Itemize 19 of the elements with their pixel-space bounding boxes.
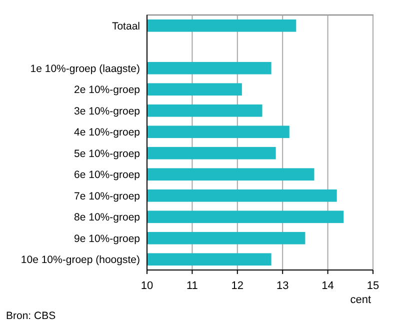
y-tick-label: 8e 10%-groep (74, 212, 140, 224)
y-tick-label: 4e 10%-groep (74, 126, 140, 139)
x-tick-label: 13 (276, 280, 289, 292)
y-tick-label: 10e 10%-groep (hoogste) (20, 254, 140, 266)
y-tick-label: 7e 10%-groep (74, 190, 140, 202)
y-tick-label: Totaal (112, 20, 140, 32)
x-tick-label: 15 (366, 280, 380, 292)
x-tick-label: 14 (322, 280, 334, 292)
x-tick-label: 10 (140, 280, 154, 292)
y-tick-label: 2e 10%-groep (74, 84, 140, 96)
x-axis-title: cent (350, 294, 371, 306)
y-tick-label: 5e 10%-groep (74, 148, 140, 160)
x-tick-label: 12 (231, 280, 244, 292)
y-tick-label: 3e 10%-groep (74, 105, 140, 118)
y-tick-label: 6e 10%-groep (74, 169, 140, 182)
x-tick-label: 11 (186, 280, 198, 292)
y-tick-label: 1e 10%-groep (laagste) (30, 62, 140, 75)
text: Bron: CBS (6, 310, 56, 322)
y-tick-label: 9e 10%-groep (74, 232, 140, 245)
